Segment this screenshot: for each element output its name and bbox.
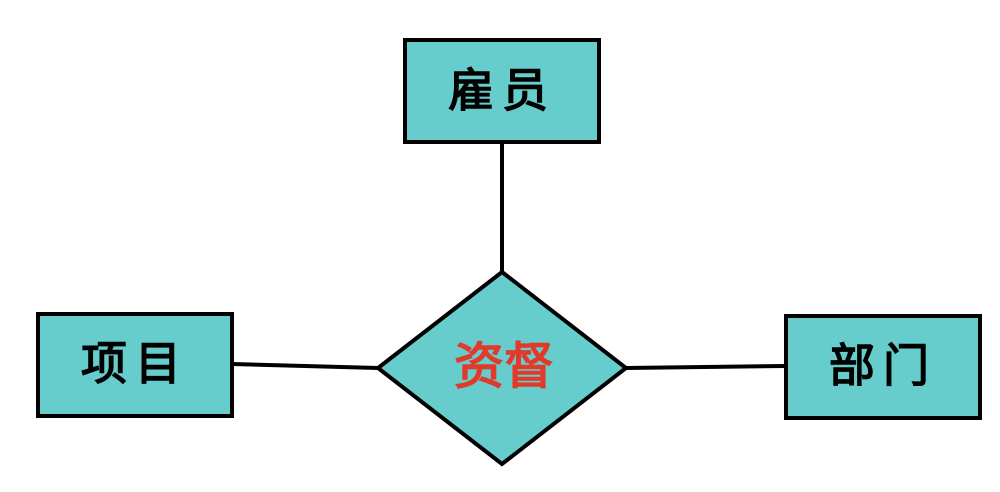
relationship-label: 资督 <box>454 338 554 396</box>
connector-department <box>625 364 787 370</box>
entity-employee-box <box>403 38 601 144</box>
entity-department-label: 部门 <box>829 339 937 393</box>
connector-project <box>231 362 379 370</box>
relationship-supervise[interactable]: 资督 <box>374 269 630 467</box>
entity-department[interactable]: 部门 <box>784 314 982 420</box>
entity-project-box <box>36 312 234 418</box>
entity-employee[interactable]: 雇员 <box>403 38 601 144</box>
entity-project-label: 项目 <box>81 337 189 391</box>
relationship-diamond <box>374 269 630 467</box>
entity-department-box <box>784 314 982 420</box>
entity-employee-label: 雇员 <box>448 64 556 118</box>
entity-project[interactable]: 项目 <box>36 312 234 418</box>
